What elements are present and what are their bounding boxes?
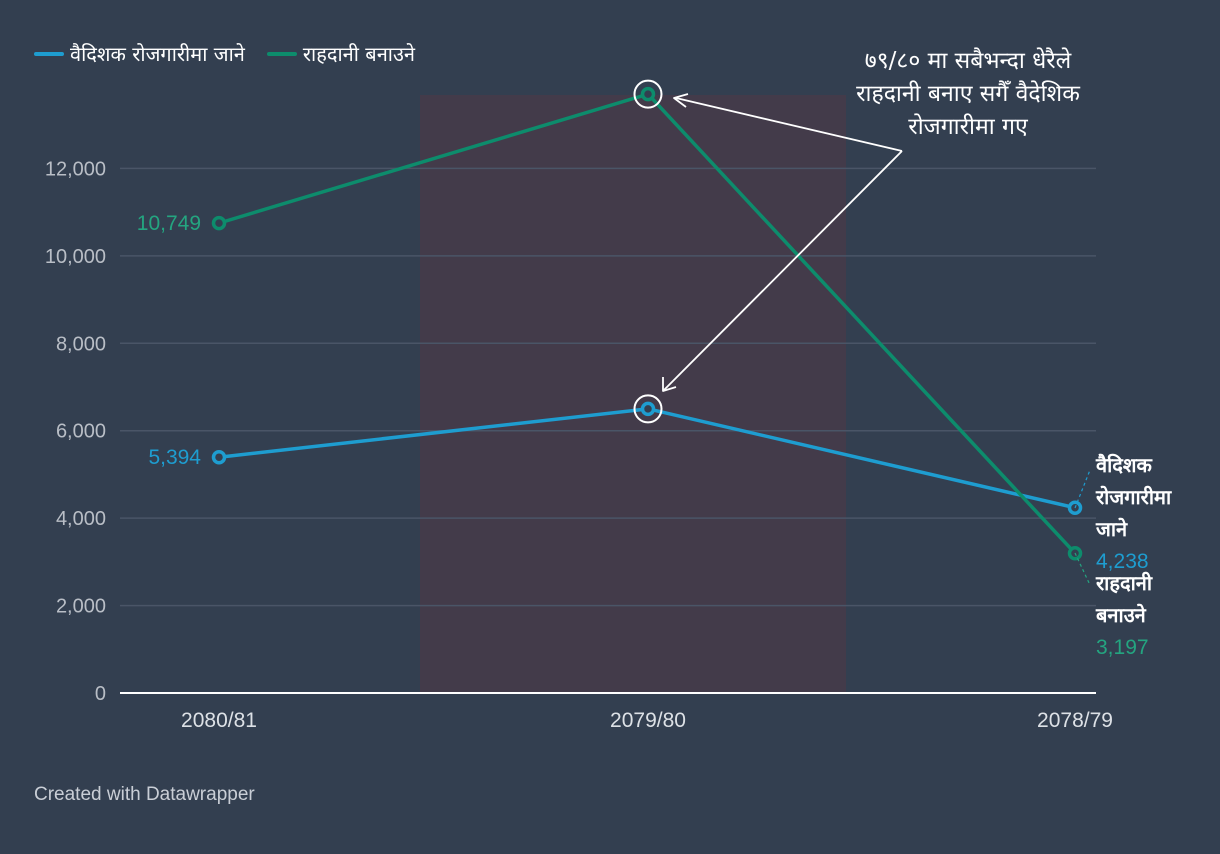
- y-tick-label: 2,000: [56, 596, 106, 618]
- legend-label-blue: वैदिशक रोजगारीमा जाने: [70, 42, 245, 66]
- y-tick-label: 8,000: [56, 333, 106, 355]
- x-tick-label: 2078/79: [1037, 709, 1113, 732]
- y-tick-label: 10,000: [45, 246, 106, 268]
- x-tick-label: 2080/81: [181, 709, 257, 732]
- data-label: 10,749: [137, 212, 201, 235]
- y-tick-label: 6,000: [56, 421, 106, 443]
- end-label: रोजगारीमा: [1095, 485, 1172, 509]
- data-point: [211, 449, 227, 465]
- data-point: [640, 86, 656, 102]
- annotation-text: राहदानी बनाए सगैँ वैदेशिक: [856, 80, 1081, 107]
- annotation-arrow: [663, 150, 903, 391]
- legend-label-green: राहदानी बनाउने: [302, 42, 416, 66]
- data-point: [211, 215, 227, 231]
- end-label: बनाउने: [1095, 603, 1147, 627]
- legend-swatch-blue: [34, 51, 64, 56]
- legend: वैदिशक रोजगारीमा जाने राहदानी बनाउने: [34, 40, 437, 67]
- end-label-connector: [1074, 469, 1091, 509]
- legend-item-blue: वैदिशक रोजगारीमा जाने: [34, 40, 245, 67]
- end-label: जाने: [1095, 517, 1128, 541]
- legend-item-green: राहदानी बनाउने: [266, 40, 416, 67]
- end-label: राहदानी: [1095, 571, 1153, 595]
- highlight-band: [420, 95, 846, 693]
- highlight-ring: [633, 79, 663, 109]
- annotation-arrow: [675, 97, 903, 152]
- highlight-ring: [633, 394, 663, 424]
- legend-swatch-green: [266, 51, 297, 56]
- end-value-label: 4,238: [1096, 550, 1149, 573]
- data-label: 5,394: [148, 446, 201, 469]
- annotation-arrowhead: [662, 377, 677, 392]
- y-tick-label: 0: [95, 683, 106, 705]
- annotation-arrowhead: [673, 93, 689, 108]
- end-label: वैदिशक: [1095, 453, 1154, 477]
- footer-credit[interactable]: Created with Datawrapper: [34, 784, 255, 805]
- y-tick-label: 4,000: [56, 508, 106, 530]
- data-point: [640, 401, 656, 417]
- x-tick-label: 2079/80: [610, 709, 686, 732]
- annotation-text: ७९/८० मा सबैभन्दा धेरैले: [865, 47, 1072, 74]
- annotation-text: रोजगारीमा गए: [908, 113, 1029, 140]
- end-value-label: 3,197: [1096, 636, 1149, 659]
- y-tick-label: 12,000: [45, 158, 106, 180]
